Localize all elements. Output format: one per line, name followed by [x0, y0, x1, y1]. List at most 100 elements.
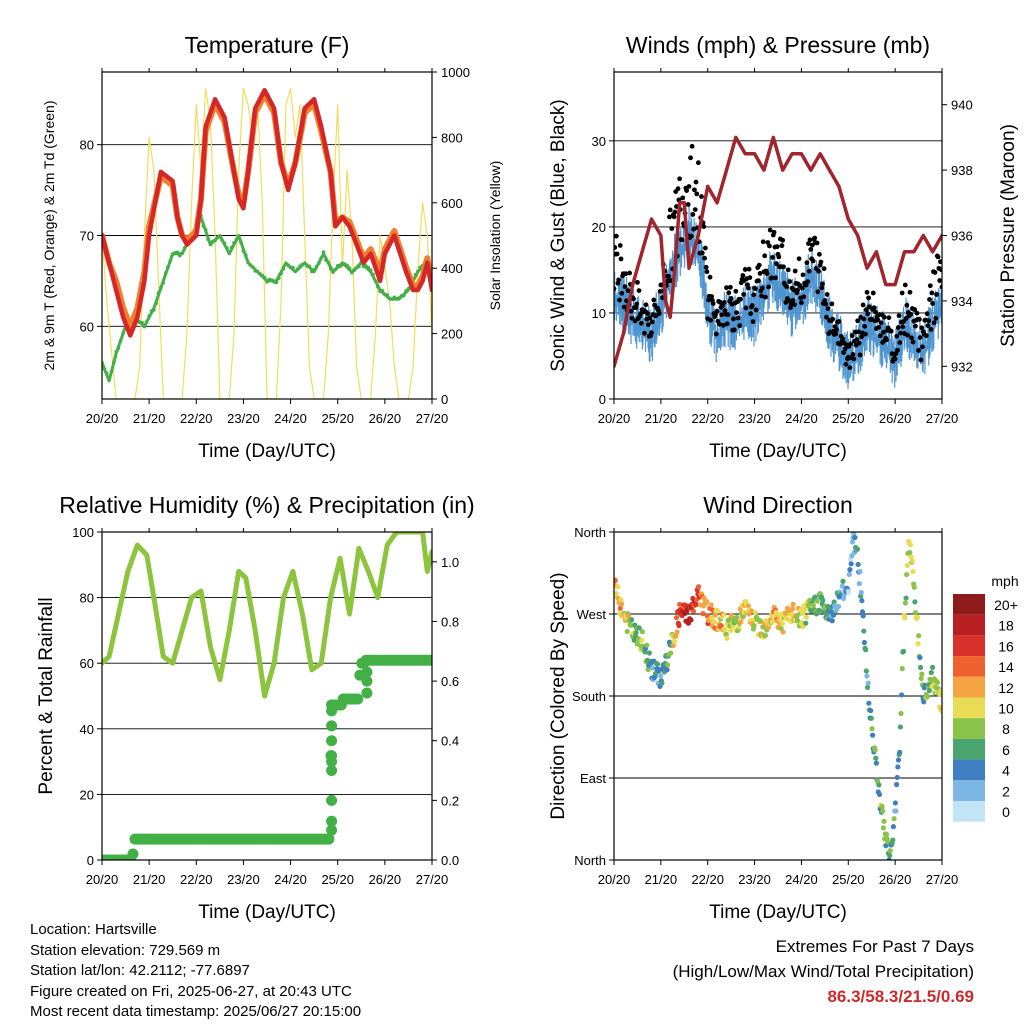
direction-dot — [909, 558, 915, 564]
gust-dot — [913, 323, 918, 329]
direction-dot — [639, 629, 645, 635]
gust-dot — [699, 194, 704, 199]
dewpoint-dot — [206, 237, 210, 242]
gust-dot — [691, 226, 697, 232]
dewpoint-dot — [291, 265, 295, 270]
direction-dot — [784, 605, 791, 611]
direction-dot — [887, 848, 893, 854]
dewpoint-dot — [321, 250, 326, 254]
direction-dot — [848, 561, 854, 567]
dewpoint-dot — [413, 272, 418, 277]
gust-dot — [807, 237, 813, 243]
dewpoint-dot — [104, 371, 109, 376]
direction-dot — [670, 642, 676, 649]
direction-dot — [866, 700, 872, 706]
dewpoint-dot — [375, 284, 380, 289]
gust-dot — [623, 271, 629, 277]
direction-dot — [891, 816, 897, 822]
y-tick-label: North — [574, 853, 606, 868]
direction-dot — [918, 675, 924, 682]
dewpoint-dot — [368, 268, 373, 272]
colorbar-swatch — [953, 676, 985, 698]
x-tick-label: 27/20 — [416, 872, 449, 887]
gust-dot — [843, 361, 849, 367]
dewpoint-dot — [154, 301, 159, 306]
direction-dot — [914, 614, 921, 621]
gust-dot — [819, 285, 825, 291]
gust-dot — [709, 294, 715, 299]
gust-dot — [726, 290, 732, 296]
gust-dot — [649, 330, 654, 336]
direction-dot — [649, 665, 656, 671]
gust-dot — [689, 143, 695, 149]
precip-dot — [426, 654, 432, 666]
direction-dot — [872, 747, 878, 753]
direction-dot — [676, 622, 682, 629]
gust-dot — [779, 243, 785, 249]
direction-dot — [803, 620, 809, 626]
dewpoint-dot — [119, 338, 123, 343]
precip-dot — [326, 824, 338, 836]
y2-tick-label: 0 — [441, 392, 448, 407]
direction-dot — [926, 687, 932, 694]
gust-dot — [849, 333, 855, 338]
gust-dot — [629, 315, 635, 321]
gust-dot — [851, 356, 857, 362]
precip-dot — [127, 848, 139, 860]
gust-dot — [805, 279, 811, 284]
gust-dot — [771, 229, 777, 235]
gust-dot — [764, 271, 770, 277]
direction-dot — [893, 808, 899, 814]
direction-dot — [924, 693, 931, 700]
gust-dot — [881, 314, 887, 320]
x-tick-label: 24/20 — [274, 872, 307, 887]
direction-dot — [919, 671, 925, 677]
colorbar-swatch — [953, 635, 985, 657]
gust-dot — [842, 346, 848, 352]
dewpoint-dot — [166, 265, 170, 269]
dewpoint-dot — [302, 261, 307, 266]
timestamp-text: Most recent data timestamp: 2025/06/27 2… — [30, 1003, 362, 1020]
dewpoint-dot — [331, 270, 335, 274]
precip-dot — [361, 675, 373, 687]
series-station-pressure — [614, 135, 942, 369]
y2-tick-label: 932 — [951, 359, 973, 374]
direction-dot — [769, 619, 775, 625]
x-tick-label: 26/20 — [369, 411, 402, 426]
gust-dot — [799, 300, 804, 306]
gust-dot — [750, 319, 756, 325]
x-tick-label: 21/20 — [645, 411, 678, 426]
dewpoint-dot — [326, 260, 331, 265]
gust-dot — [830, 316, 836, 322]
gust-dot — [850, 351, 856, 357]
gust-dot — [829, 301, 835, 307]
dewpoint-dot — [241, 249, 246, 253]
gust-dot — [932, 270, 938, 275]
x-axis-label: Time (Day/UTC) — [709, 441, 847, 462]
y2-tick-label: 934 — [951, 294, 973, 309]
dewpoint-dot — [251, 265, 255, 269]
colorbar-swatch — [953, 594, 985, 615]
direction-dot — [789, 606, 796, 612]
direction-dot — [895, 757, 902, 763]
dewpoint-dot — [371, 272, 375, 277]
direction-dot — [859, 598, 865, 604]
gust-dot — [806, 268, 812, 274]
direction-dot — [915, 641, 921, 647]
y2-tick-label: 938 — [951, 163, 973, 178]
plot-frame — [101, 71, 433, 400]
gust-dot — [866, 304, 872, 310]
colorbar-title: mph — [991, 573, 1018, 589]
gust-dot — [800, 272, 806, 278]
gust-dot — [657, 289, 663, 294]
direction-dot — [615, 584, 621, 590]
plot-area — [102, 87, 432, 399]
elevation-text: Station elevation: 729.569 m — [30, 941, 221, 959]
gust-dot — [914, 310, 920, 316]
gust-dot — [645, 311, 650, 316]
x-tick-label: 20/20 — [598, 411, 631, 426]
direction-dot — [861, 628, 867, 634]
gust-dot — [825, 306, 831, 312]
plot-frame — [613, 531, 943, 861]
colorbar-swatch — [953, 801, 985, 822]
